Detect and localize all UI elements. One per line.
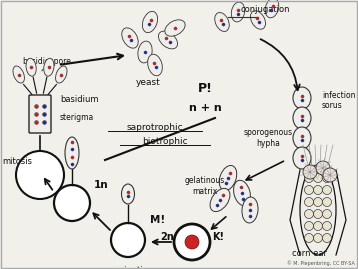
Circle shape	[305, 197, 314, 207]
Circle shape	[305, 210, 314, 218]
Circle shape	[323, 221, 332, 231]
Ellipse shape	[210, 188, 230, 212]
Ellipse shape	[293, 87, 311, 109]
Circle shape	[305, 186, 314, 194]
Ellipse shape	[251, 11, 266, 29]
Text: 2n: 2n	[160, 232, 174, 242]
Circle shape	[111, 223, 145, 257]
Text: basidium: basidium	[60, 95, 98, 104]
Circle shape	[303, 165, 317, 179]
Text: K!: K!	[212, 232, 224, 242]
Circle shape	[314, 174, 323, 182]
Ellipse shape	[159, 31, 178, 49]
Ellipse shape	[233, 180, 251, 206]
Circle shape	[323, 174, 332, 182]
FancyBboxPatch shape	[29, 95, 51, 133]
Circle shape	[54, 185, 90, 221]
Text: biotrophic: biotrophic	[142, 137, 188, 147]
Circle shape	[174, 224, 210, 260]
Text: gelatinous
matrix: gelatinous matrix	[185, 176, 225, 196]
Ellipse shape	[165, 20, 185, 36]
Ellipse shape	[13, 66, 24, 83]
Text: germination: germination	[102, 266, 154, 269]
Text: 1n: 1n	[94, 180, 108, 190]
Circle shape	[305, 233, 314, 242]
Ellipse shape	[293, 127, 311, 149]
Circle shape	[314, 221, 323, 231]
Text: corn ear: corn ear	[292, 249, 328, 258]
Text: saprotrophic: saprotrophic	[127, 123, 183, 133]
Circle shape	[16, 151, 64, 199]
Circle shape	[314, 233, 323, 242]
Text: sorus: sorus	[322, 101, 343, 109]
Circle shape	[314, 186, 323, 194]
Ellipse shape	[138, 41, 152, 63]
Text: M!: M!	[150, 215, 165, 225]
Circle shape	[305, 174, 314, 182]
Text: n + n: n + n	[189, 103, 221, 113]
Text: sporogenous
hypha: sporogenous hypha	[243, 128, 292, 148]
Ellipse shape	[293, 147, 311, 169]
Text: yeast: yeast	[136, 78, 160, 87]
Ellipse shape	[122, 28, 138, 48]
Ellipse shape	[219, 165, 237, 190]
Ellipse shape	[293, 107, 311, 129]
Text: infection: infection	[322, 90, 355, 100]
Ellipse shape	[265, 0, 279, 18]
Circle shape	[323, 233, 332, 242]
Ellipse shape	[231, 2, 245, 22]
Circle shape	[323, 197, 332, 207]
Ellipse shape	[300, 165, 336, 255]
Circle shape	[185, 235, 199, 249]
Text: basidiospore: basidiospore	[22, 58, 71, 66]
Ellipse shape	[242, 197, 258, 223]
Text: conjugation: conjugation	[240, 5, 290, 14]
Text: sterigma: sterigma	[60, 114, 94, 122]
FancyArrowPatch shape	[261, 39, 300, 90]
Circle shape	[323, 168, 337, 182]
Text: mitosis: mitosis	[2, 158, 32, 167]
Text: © M. Piepenbring, CC BY-SA: © M. Piepenbring, CC BY-SA	[287, 260, 355, 266]
Text: P!: P!	[198, 82, 212, 94]
Circle shape	[323, 186, 332, 194]
Ellipse shape	[55, 66, 67, 83]
Ellipse shape	[65, 137, 79, 169]
Circle shape	[314, 197, 323, 207]
Circle shape	[323, 210, 332, 218]
Ellipse shape	[215, 13, 229, 31]
Circle shape	[314, 210, 323, 218]
Ellipse shape	[142, 11, 158, 33]
Ellipse shape	[147, 54, 162, 76]
Circle shape	[305, 221, 314, 231]
Ellipse shape	[44, 58, 54, 76]
Circle shape	[316, 161, 330, 175]
Ellipse shape	[121, 184, 135, 204]
Ellipse shape	[26, 58, 36, 76]
